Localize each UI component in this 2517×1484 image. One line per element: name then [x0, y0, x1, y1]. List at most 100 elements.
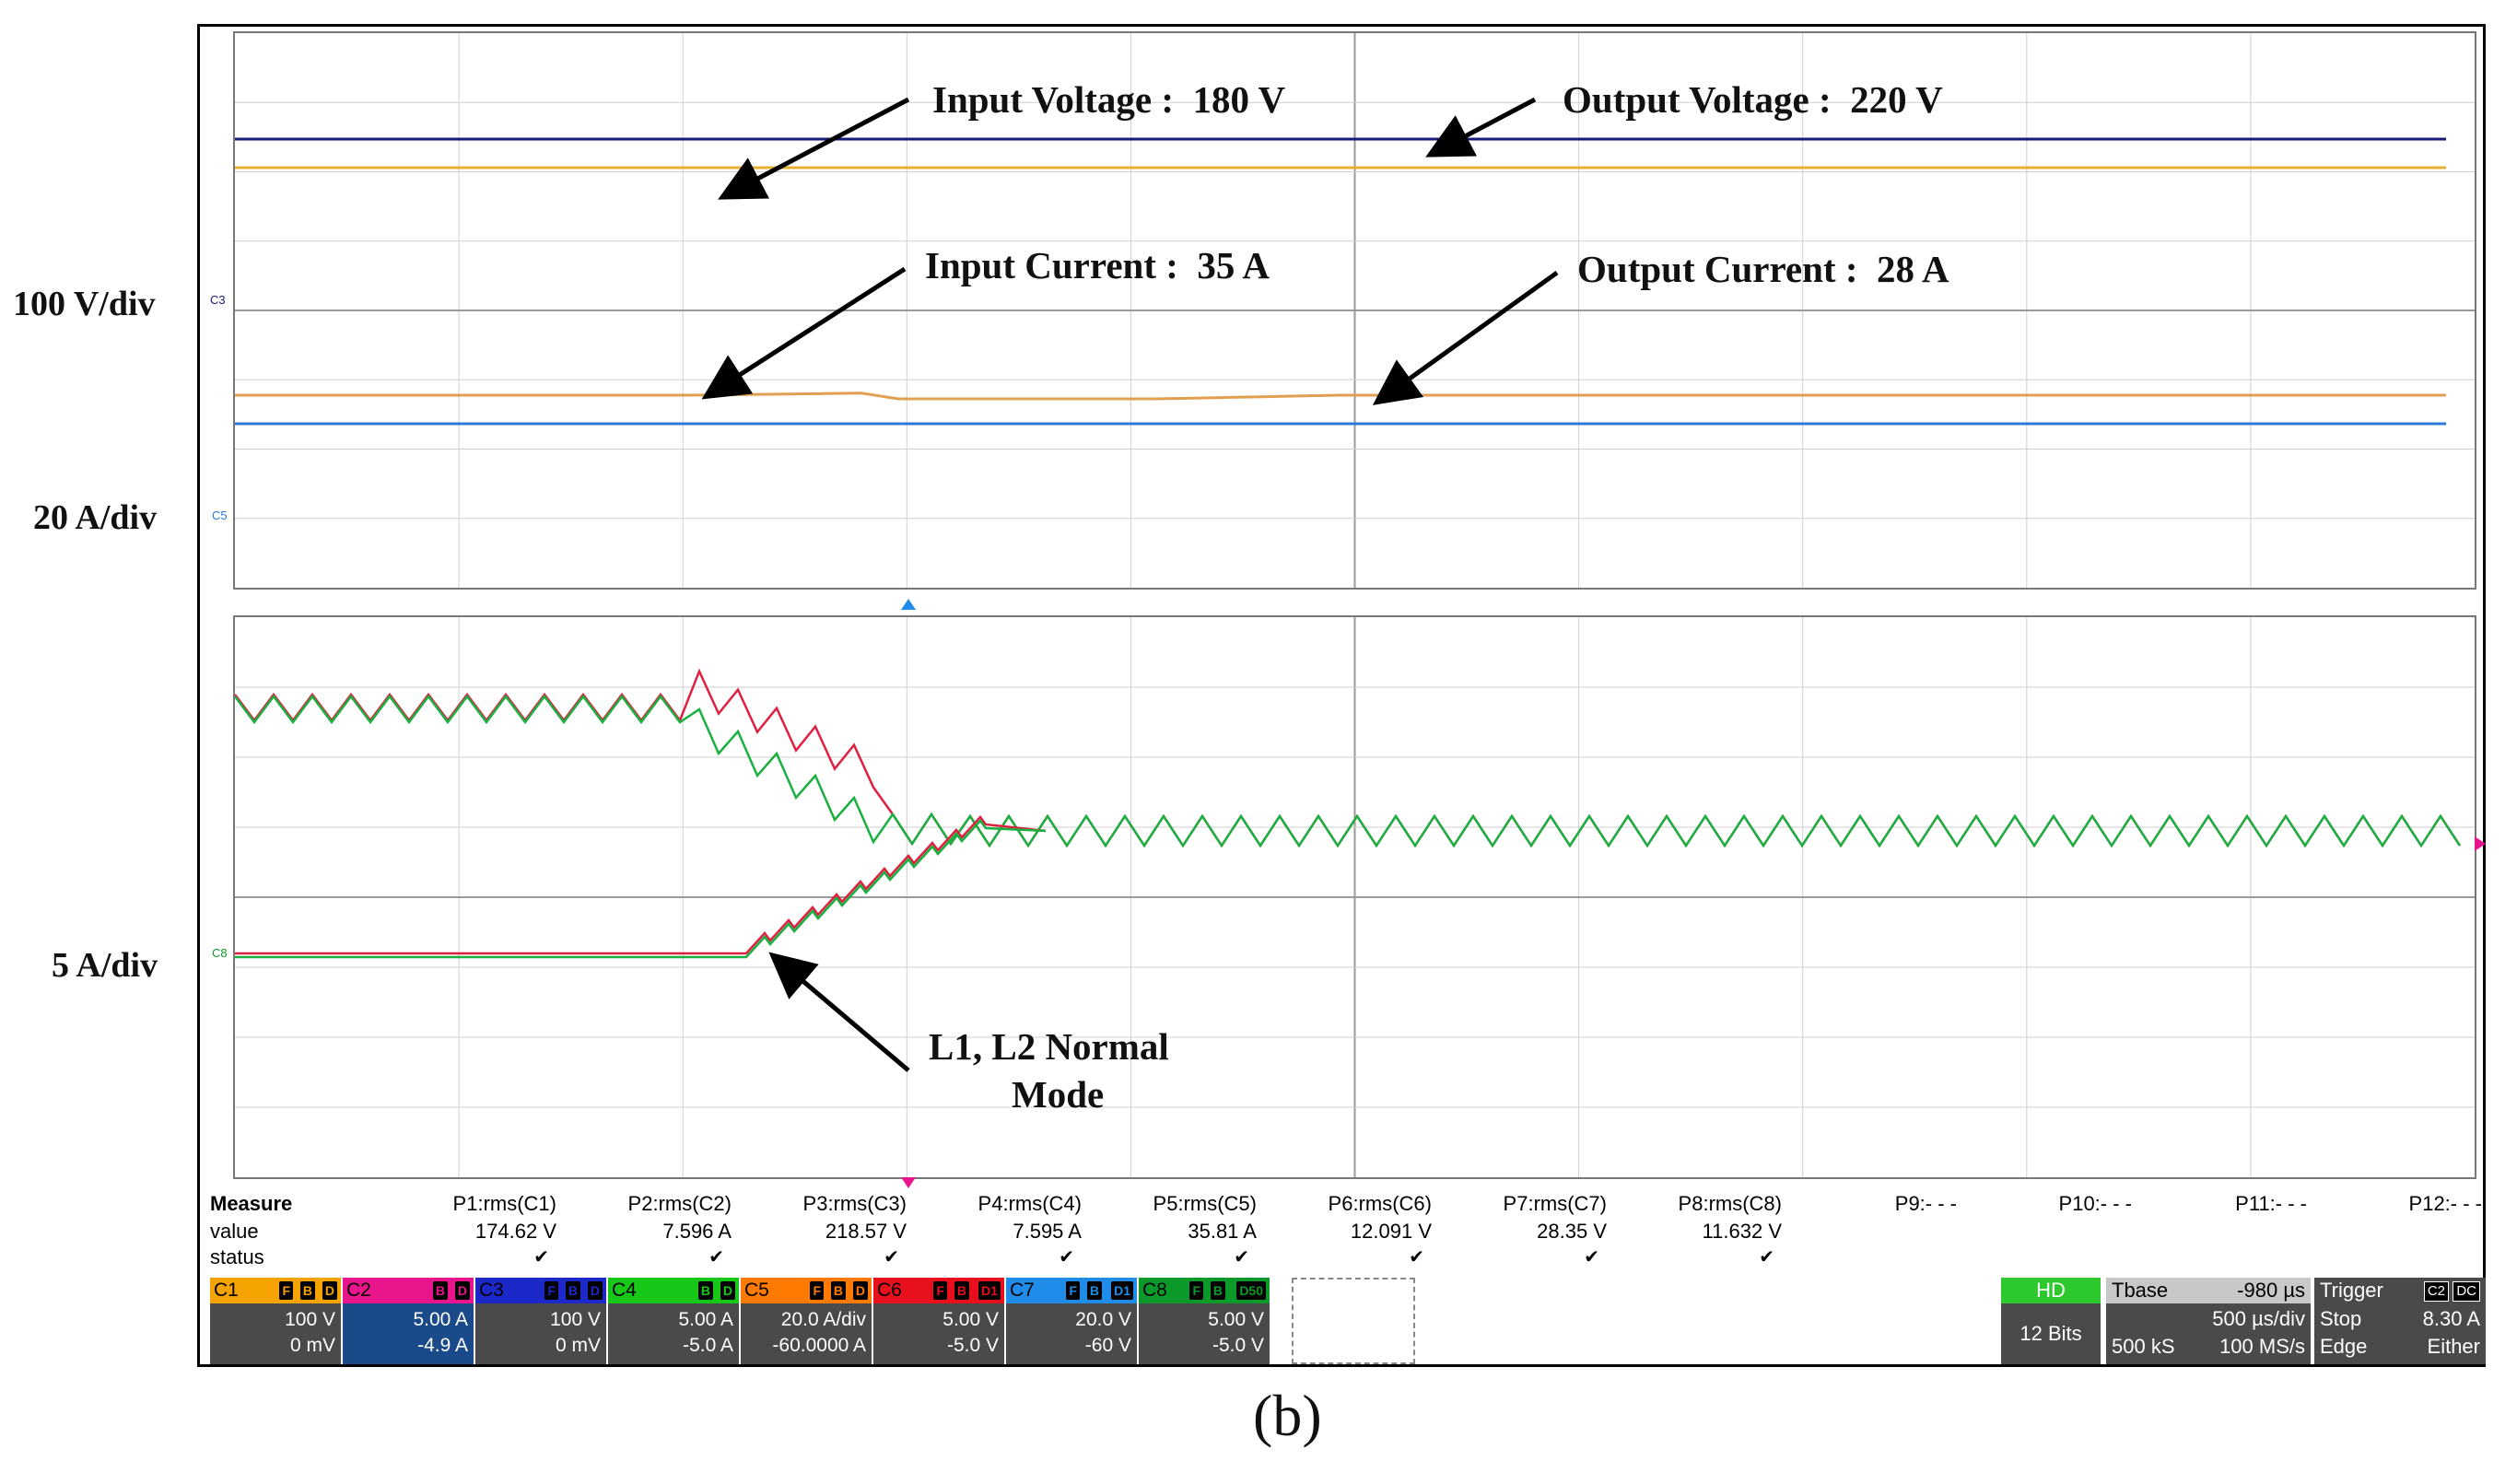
channel-descriptor-c5[interactable]: C5 D B F 20.0 A/div -60.0000 A	[741, 1278, 872, 1364]
annotation-normal-mode-line1: L1, L2 Normal	[929, 1025, 1169, 1068]
arrow-input-current	[701, 266, 907, 400]
measure-param-value: 28.35 V	[1537, 1220, 1607, 1243]
channel-header: C2 D B	[343, 1278, 474, 1303]
current-scale-label-top: 20 A/div	[33, 498, 158, 537]
annotation-input-current: Input Current : 35 A	[925, 244, 1270, 286]
channel-marker-c3: C3	[210, 293, 226, 307]
channel-header: C4 D B	[608, 1278, 739, 1303]
figure-caption: (b)	[1253, 1383, 1322, 1448]
channel-descriptor-c1[interactable]: C1 D B F 100 V 0 mV	[210, 1278, 341, 1364]
trigger-marker-bottom	[901, 1177, 916, 1188]
channel-offset: -5.0 A	[683, 1335, 733, 1356]
channel-flag: D1	[978, 1281, 1001, 1300]
channel-scale: 100 V	[550, 1309, 601, 1330]
channel-descriptor-c6[interactable]: C6 D1 B F 5.00 V -5.0 V	[873, 1278, 1004, 1364]
channel-descriptor-c2[interactable]: C2 D B 5.00 A -4.9 A	[343, 1278, 474, 1364]
channel-flag: D	[720, 1281, 735, 1300]
channel-header: C5 D B F	[741, 1278, 872, 1303]
measure-param-value: 7.595 A	[1013, 1220, 1082, 1243]
channel-flag: D	[454, 1281, 470, 1300]
measure-param-name[interactable]: P5:rms(C5)	[1153, 1192, 1257, 1215]
hd-box[interactable]: HD 12 Bits	[2001, 1278, 2101, 1364]
top-waveform-plot	[235, 33, 2475, 588]
tbase-rate: 100 MS/s	[2219, 1335, 2305, 1358]
measure-param-value: 12.091 V	[1350, 1220, 1432, 1243]
measure-header: Measure	[210, 1192, 293, 1215]
timebase-box[interactable]: Tbase -980 µs 500 µs/div 500 kS 100 MS/s	[2106, 1278, 2311, 1364]
channel-flag: F	[544, 1281, 558, 1300]
measure-param-name[interactable]: P11:- - -	[2235, 1192, 2307, 1215]
tbase-per-div: 500 µs/div	[2212, 1307, 2305, 1330]
channel-scale: 5.00 A	[413, 1309, 468, 1330]
level-marker-right	[2475, 836, 2486, 851]
channel-scale: 20.0 V	[1075, 1309, 1131, 1330]
arrow-input-voltage	[718, 97, 910, 200]
arrow-output-voltage	[1425, 97, 1537, 158]
channel-offset: 0 mV	[289, 1335, 335, 1356]
channel-settings: 20.0 A/div -60.0000 A	[741, 1303, 872, 1364]
channel-offset: -5.0 V	[946, 1335, 999, 1356]
channel-flag: D	[852, 1281, 868, 1300]
annotation-input-voltage: Input Voltage : 180 V	[932, 78, 1286, 121]
grid	[235, 33, 2475, 588]
empty-channel-slot[interactable]	[1292, 1278, 1415, 1364]
channel-flag: B	[830, 1281, 846, 1300]
channel-header: C8 D50 B F	[1139, 1278, 1270, 1303]
channel-flag: F	[1189, 1281, 1203, 1300]
channel-offset: -5.0 V	[1212, 1335, 1264, 1356]
trigger-type: Edge	[2320, 1335, 2368, 1358]
measure-param-status: ✔	[1059, 1247, 1074, 1268]
arrow-normal-mode	[768, 952, 910, 1072]
channel-name: C8	[1142, 1280, 1167, 1301]
measure-param-name[interactable]: P12:- - -	[2408, 1192, 2482, 1215]
measure-param-value: 35.81 A	[1188, 1220, 1257, 1243]
channel-descriptor-c3[interactable]: C3 D B F 100 V 0 mV	[475, 1278, 606, 1364]
channel-offset: -60 V	[1084, 1335, 1131, 1356]
measure-param-name[interactable]: P8:rms(C8)	[1678, 1192, 1782, 1215]
channel-scale: 20.0 A/div	[780, 1309, 866, 1330]
channel-descriptor-c7[interactable]: C7 D1 B F 20.0 V -60 V	[1006, 1278, 1137, 1364]
channel-scale: 5.00 V	[942, 1309, 999, 1330]
trace-l2-normal-mode	[235, 819, 1047, 959]
arrow-output-current	[1372, 270, 1559, 405]
channel-flag: F	[1066, 1281, 1080, 1300]
measure-param-name[interactable]: P7:rms(C7)	[1503, 1192, 1607, 1215]
measure-param-name[interactable]: P10:- - -	[2058, 1192, 2132, 1215]
measure-status-label: status	[210, 1245, 264, 1268]
grid	[235, 617, 2475, 1177]
channel-header: C1 D B F	[210, 1278, 341, 1303]
measure-table: Measure value status P1:rms(C1) 174.62 V ✔…	[210, 1192, 2482, 1268]
measure-param-value: 11.632 V	[1702, 1220, 1782, 1243]
channel-settings: 5.00 A -4.9 A	[343, 1303, 474, 1364]
annotation-output-current: Output Current : 28 A	[1577, 248, 1949, 290]
trigger-source: C2	[2423, 1281, 2449, 1302]
channel-flag: B	[1210, 1281, 1225, 1300]
measure-param-status: ✔	[1584, 1247, 1599, 1268]
bottom-waveform-pane	[233, 615, 2476, 1179]
channel-name: C6	[877, 1280, 902, 1301]
trigger-box[interactable]: Trigger C2 DC Stop 8.30 A Edge Either	[2314, 1278, 2486, 1364]
measure-param-name[interactable]: P4:rms(C4)	[978, 1192, 1082, 1215]
measure-param-name[interactable]: P6:rms(C6)	[1328, 1192, 1432, 1215]
channel-header: C6 D1 B F	[873, 1278, 1004, 1303]
measure-param-value: 174.62 V	[474, 1220, 556, 1243]
measure-param-status: ✔	[1409, 1247, 1424, 1268]
channel-header: C7 D1 B F	[1006, 1278, 1137, 1303]
channel-flag: B	[432, 1281, 448, 1300]
channel-descriptor-c4[interactable]: C4 D B 5.00 A -5.0 A	[608, 1278, 739, 1364]
channel-settings: 100 V 0 mV	[210, 1303, 341, 1364]
top-waveform-pane	[233, 31, 2476, 590]
measure-param-status: ✔	[1234, 1247, 1249, 1268]
measure-param-name[interactable]: P9:- - -	[1894, 1192, 1957, 1215]
channel-name: C4	[612, 1280, 637, 1301]
channel-scale: 5.00 A	[678, 1309, 733, 1330]
channel-flag: B	[565, 1281, 580, 1300]
channel-flag: F	[810, 1281, 824, 1300]
channel-descriptor-c8[interactable]: C8 D50 B F 5.00 V -5.0 V	[1139, 1278, 1270, 1364]
channel-name: C7	[1010, 1280, 1035, 1301]
voltage-scale-label: 100 V/div	[13, 285, 156, 323]
measure-param-name[interactable]: P1:rms(C1)	[452, 1192, 556, 1215]
channel-header: C3 D B F	[475, 1278, 606, 1303]
measure-param-name[interactable]: P2:rms(C2)	[627, 1192, 732, 1215]
measure-param-name[interactable]: P3:rms(C3)	[802, 1192, 907, 1215]
